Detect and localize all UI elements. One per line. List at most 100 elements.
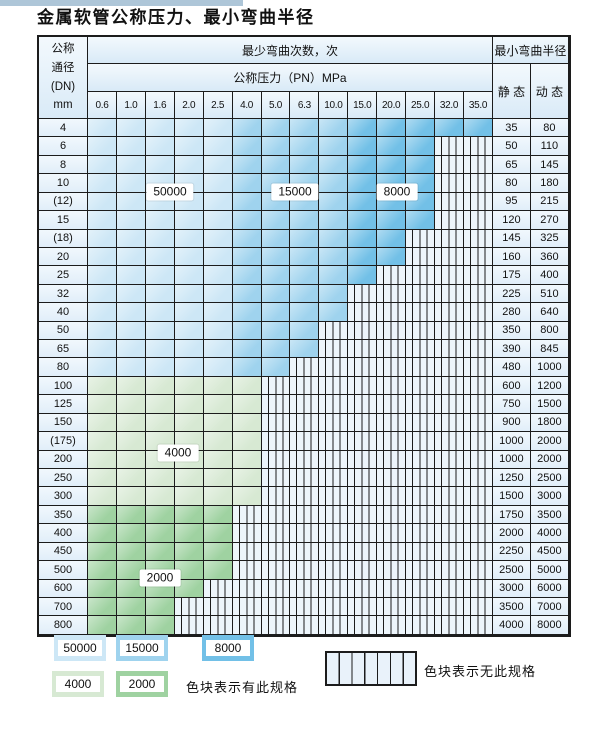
spec-cell — [145, 284, 175, 304]
dn-cell: 20 — [39, 247, 88, 267]
spec-cell — [116, 395, 146, 414]
spec-cell — [290, 211, 320, 230]
dynamic-value-cell: 800 — [530, 321, 569, 341]
legend-chip-label: 8000 — [206, 640, 250, 656]
no-spec-cell — [261, 376, 291, 396]
dn-cell: (12) — [39, 192, 88, 212]
dn-cell: 25 — [39, 266, 88, 285]
spec-cell — [203, 376, 233, 396]
no-spec-cell — [406, 358, 436, 377]
spec-cell — [116, 358, 146, 377]
no-spec-cell — [232, 616, 262, 635]
no-spec-cell — [290, 487, 320, 506]
pn-value-header: 1.6 — [145, 92, 175, 119]
spec-table: 公称 通径 (DN) mm 最少弯曲次数，次 最小弯曲半径 公称压力（PN）MPa 静 … — [37, 35, 571, 637]
spec-cell — [174, 155, 204, 175]
no-spec-cell — [406, 340, 436, 359]
no-spec-cell — [435, 266, 464, 285]
dn-cell: 150 — [39, 413, 88, 433]
no-spec-cell — [348, 505, 378, 525]
spec-cell — [232, 229, 262, 248]
no-spec-cell — [261, 561, 291, 580]
spec-cell — [174, 469, 204, 488]
static-value-cell: 50 — [492, 137, 531, 156]
dynamic-value-cell: 80 — [530, 119, 569, 138]
spec-cell — [116, 119, 146, 138]
no-spec-cell — [348, 469, 378, 488]
dn-cell: 300 — [39, 487, 88, 506]
spec-cell — [319, 303, 349, 322]
spec-cell — [203, 432, 233, 451]
no-spec-cell — [435, 192, 464, 212]
spec-cell — [116, 247, 146, 267]
no-spec-cell — [290, 561, 320, 580]
bend-cycles-header: 最少弯曲次数，次 — [88, 37, 493, 64]
spec-cell — [145, 395, 175, 414]
cycle-label-2000: 2000 — [139, 569, 181, 587]
no-spec-cell — [463, 524, 493, 543]
no-spec-cell — [377, 616, 407, 635]
spec-cell — [290, 155, 320, 175]
dn-cell: 100 — [39, 376, 88, 396]
spec-cell — [174, 340, 204, 359]
no-spec-cell — [348, 432, 378, 451]
static-value-cell: 160 — [492, 247, 531, 267]
no-spec-cell — [377, 303, 407, 322]
spec-cell — [116, 284, 146, 304]
spec-cell — [232, 340, 262, 359]
spec-cell — [116, 561, 146, 580]
no-spec-cell — [290, 450, 320, 470]
spec-cell — [174, 247, 204, 267]
spec-cell — [203, 469, 233, 488]
spec-cell — [232, 192, 262, 212]
spec-cell — [203, 358, 233, 377]
no-spec-cell — [377, 395, 407, 414]
spec-cell — [290, 303, 320, 322]
dn-cell: 125 — [39, 395, 88, 414]
no-spec-cell — [261, 395, 291, 414]
spec-cell — [290, 284, 320, 304]
legend-chip-15000: 15000 — [116, 635, 168, 661]
no-spec-cell — [463, 450, 493, 470]
legend-chip-2000: 2000 — [116, 671, 168, 697]
static-value-cell: 750 — [492, 395, 531, 414]
no-spec-cell — [463, 321, 493, 341]
spec-cell — [319, 211, 349, 230]
spec-cell — [88, 266, 117, 285]
static-value-cell: 2500 — [492, 561, 531, 580]
legend-no-spec-swatch — [325, 651, 417, 686]
no-spec-cell — [377, 469, 407, 488]
no-spec-cell — [290, 597, 320, 617]
spec-cell — [88, 579, 117, 598]
spec-cell — [174, 229, 204, 248]
no-spec-cell — [435, 229, 464, 248]
pn-value-header: 10.0 — [319, 92, 349, 119]
spec-cell — [232, 247, 262, 267]
spec-cell — [261, 247, 291, 267]
static-value-cell: 2250 — [492, 542, 531, 562]
no-spec-cell — [463, 358, 493, 377]
spec-cell — [174, 487, 204, 506]
spec-cell — [203, 155, 233, 175]
no-spec-cell — [406, 487, 436, 506]
no-spec-cell — [406, 432, 436, 451]
spec-cell — [232, 303, 262, 322]
spec-cell — [88, 376, 117, 396]
no-spec-cell — [463, 413, 493, 433]
spec-cell — [232, 174, 262, 193]
dynamic-value-cell: 215 — [530, 192, 569, 212]
spec-cell — [319, 192, 349, 212]
no-spec-cell — [319, 395, 349, 414]
no-spec-cell — [290, 358, 320, 377]
spec-cell — [232, 119, 262, 138]
spec-cell — [116, 616, 146, 635]
spec-cell — [348, 229, 378, 248]
spec-cell — [377, 137, 407, 156]
spec-cell — [232, 413, 262, 433]
no-spec-cell — [290, 376, 320, 396]
pn-value-header: 35.0 — [463, 92, 493, 119]
spec-cell — [261, 119, 291, 138]
pn-value-header: 0.6 — [88, 92, 117, 119]
cycle-label-50000: 50000 — [146, 183, 194, 201]
pn-value-header: 6.3 — [290, 92, 320, 119]
